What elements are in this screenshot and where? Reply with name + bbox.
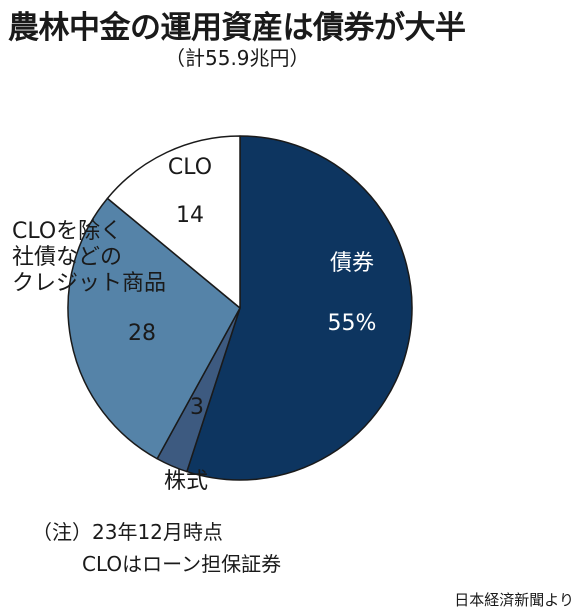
pie-slice-3	[106, 135, 241, 309]
slice-value-1: 3	[190, 395, 204, 420]
slice-value-2: 28	[128, 321, 156, 346]
pie-slice-0	[186, 135, 413, 481]
slice-label-2-line-1: 社債などの	[12, 245, 122, 270]
slice-label-2-line-2: クレジット商品	[12, 271, 166, 296]
chart-subtitle: （計55.9兆円）	[165, 46, 310, 70]
slice-label-3: CLO	[168, 155, 212, 180]
pie-slice-2	[67, 197, 241, 460]
slice-value-3: 14	[176, 203, 204, 228]
slice-label-2-line-0: CLOを除く	[12, 219, 122, 244]
slice-label-1: 株式	[164, 469, 208, 494]
chart-title: 農林中金の運用資産は債券が大半	[8, 10, 466, 46]
source-credit: 日本経済新聞より	[454, 591, 574, 609]
slice-label-0: 債券	[330, 251, 374, 276]
slice-value-0: 55%	[328, 311, 377, 336]
chart-notes: （注）23年12月時点 CLOはローン担保証券	[32, 516, 281, 580]
note-clo-definition: CLOはローン担保証券	[82, 552, 282, 576]
note-date: （注）23年12月時点	[32, 520, 223, 544]
